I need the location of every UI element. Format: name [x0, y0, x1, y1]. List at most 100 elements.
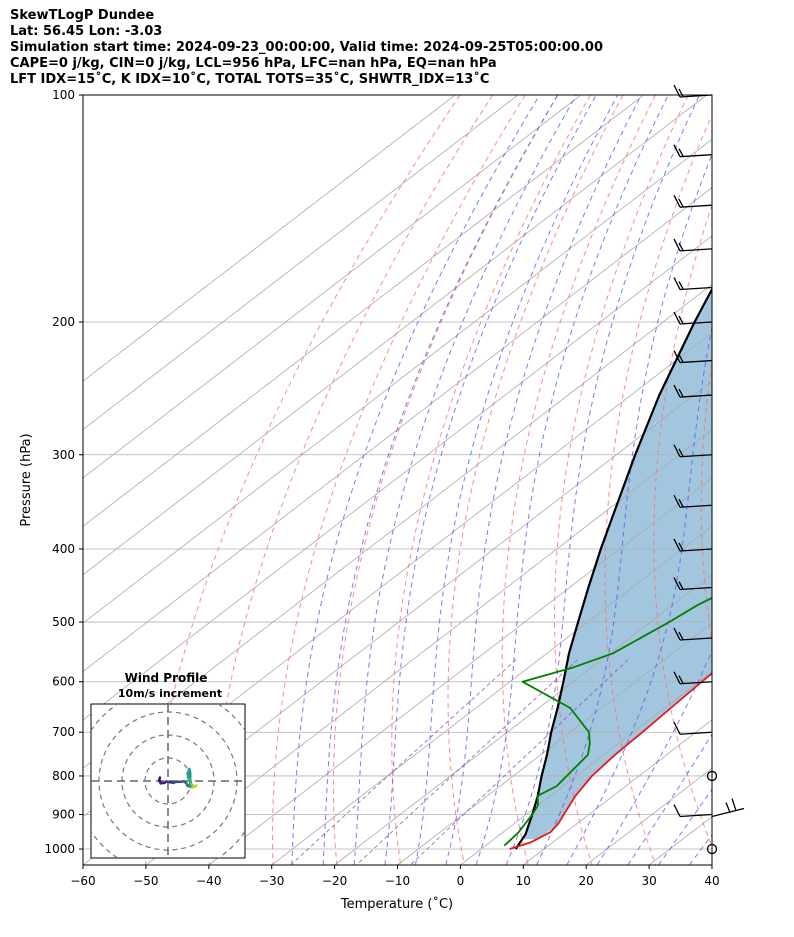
x-tick-label: −20 [322, 874, 347, 888]
barb-shaft [679, 204, 713, 208]
barb-shaft [679, 504, 713, 508]
barb-flag [678, 388, 684, 397]
calm-wind-marker [706, 843, 718, 855]
x-tick-label: −10 [385, 874, 410, 888]
barb-flag [673, 444, 681, 458]
wind-barb [673, 444, 713, 458]
x-tick-label: −30 [259, 874, 284, 888]
dry-adiabat [604, 113, 712, 865]
x-tick-label: −50 [133, 874, 158, 888]
axes-layer: −60 −50 −40 −30 −20 −10 0 10 20 30 40 1000 900 800 700… [44, 88, 719, 888]
x-axis-label: Temperature (˚C) [340, 896, 453, 912]
barb-flag [673, 144, 681, 157]
barb-flag [678, 498, 684, 508]
isotherm [83, 138, 712, 624]
wind-barb [673, 84, 713, 98]
barb-flag [673, 238, 681, 252]
barb-shaft [679, 359, 713, 364]
location-line: Lat: 56.45 Lon: -3.03 [10, 24, 163, 39]
x-tick-label: 10 [516, 874, 531, 888]
dry-adiabat [208, 95, 494, 865]
reference-lines-layer [83, 95, 794, 865]
y-tick-label: 500 [52, 615, 75, 629]
y-tick-label: 700 [52, 725, 75, 739]
dry-adiabat [553, 95, 689, 865]
hodograph-subtitle: 10m/s increment [118, 687, 222, 700]
profile-lines-layer [503, 286, 712, 850]
moist-adiabat [720, 95, 794, 865]
barb-flag [678, 631, 684, 640]
isotherm [397, 622, 712, 865]
isotherm [711, 864, 712, 865]
moist-adiabat [445, 95, 642, 865]
barb-shaft [679, 454, 713, 458]
calm-wind-marker [706, 770, 718, 782]
stability-line: CAPE=0 j/kg, CIN=0 j/kg, LCL=956 hPa, LF… [10, 56, 497, 71]
x-tick-label: 20 [579, 874, 594, 888]
barb-flag [673, 538, 681, 552]
moist-adiabat [566, 325, 712, 865]
barb-shaft [679, 94, 713, 98]
isotherm [83, 95, 519, 431]
y-tick-label: 1000 [44, 842, 75, 856]
moist-adiabat [596, 649, 712, 865]
barb-flag [673, 721, 681, 735]
isotherm [83, 235, 712, 721]
barb-shaft [679, 548, 713, 552]
isotherm [83, 95, 644, 527]
barb-flag [678, 242, 684, 251]
moist-adiabat [322, 95, 559, 865]
isotherm [208, 477, 712, 865]
y-tick-label: 100 [52, 88, 75, 102]
wind-barb [673, 194, 713, 208]
moist-adiabat [752, 95, 794, 865]
chart-title: SkewTLogP Dundee [10, 8, 155, 23]
barb-flag [673, 494, 681, 508]
isotherm [83, 380, 712, 865]
dry-adiabat [391, 95, 591, 865]
x-tick-label: 0 [457, 874, 465, 888]
chart-header: SkewTLogP Dundee Lat: 56.45 Lon: -3.03 S… [10, 8, 603, 88]
y-tick-label: 400 [52, 542, 75, 556]
barb-flag [673, 311, 681, 325]
wind-barb [673, 721, 713, 735]
moist-adiabat [353, 95, 577, 865]
x-tick-label: −60 [70, 874, 95, 888]
time-line: Simulation start time: 2024-09-23_00:00:… [10, 40, 603, 55]
wind-barb [711, 798, 745, 818]
wind-barb [673, 538, 713, 552]
moist-adiabat [415, 95, 619, 865]
isotherm [334, 574, 712, 865]
wind-barb [673, 277, 713, 291]
index-line: LFT IDX=15˚C, K IDX=10˚C, TOTAL TOTS=35˚… [10, 72, 490, 87]
y-tick-label: 900 [52, 808, 75, 822]
y-axis-label: Pressure (hPa) [19, 433, 34, 526]
moist-adiabat [505, 95, 700, 865]
wind-barbs [673, 84, 745, 855]
isotherm [775, 95, 794, 865]
barb-shaft [679, 731, 713, 735]
barb-flag [673, 84, 681, 98]
isotherm [145, 429, 712, 865]
barb-flag [678, 542, 684, 551]
hodograph-trace-segment [190, 785, 196, 789]
barb-flag [673, 671, 681, 685]
mixing-ratio-line [410, 659, 629, 865]
wind-barb [673, 494, 713, 508]
barb-flag [673, 627, 681, 641]
barb-flag [731, 798, 737, 811]
barb-shaft [679, 248, 713, 252]
barb-shaft [679, 681, 713, 685]
cape-shading-layer [522, 289, 712, 840]
dry-adiabat [271, 95, 526, 865]
barb-flag [678, 198, 684, 207]
y-tick-label: 800 [52, 769, 75, 783]
barb-flag [678, 354, 684, 363]
barb-flag [678, 675, 684, 684]
hodograph: Wind Profile 10m/s increment [90, 671, 246, 859]
barb-shaft [679, 286, 713, 291]
dry-adiabat [332, 95, 559, 865]
y-tick-label: 200 [52, 315, 75, 329]
wind-barb [673, 577, 713, 591]
barb-shaft [711, 807, 745, 818]
